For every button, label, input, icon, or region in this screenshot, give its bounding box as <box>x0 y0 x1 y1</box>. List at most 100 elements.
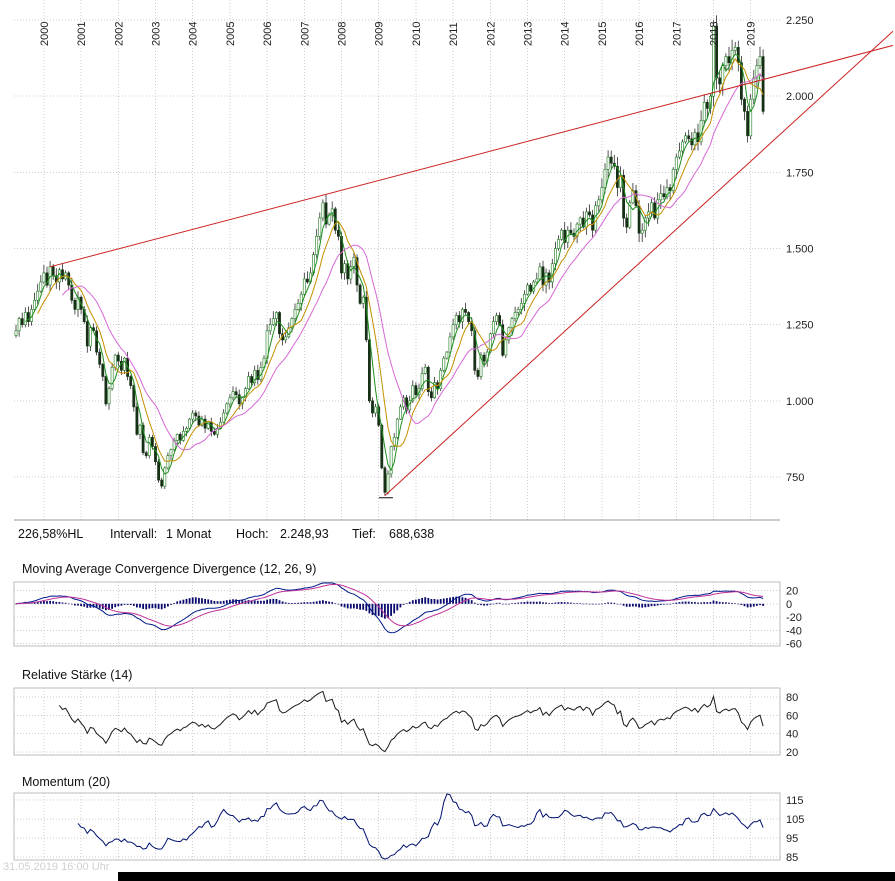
macd-histogram-bar <box>557 602 560 604</box>
candle <box>746 111 750 137</box>
candle <box>113 354 117 368</box>
trendlines[interactable] <box>49 30 894 496</box>
candle <box>247 376 250 389</box>
candle <box>237 394 241 405</box>
macd-histogram-bar <box>523 602 526 604</box>
rsi-panel[interactable]: 80 60 40 20 <box>13 687 798 759</box>
candle <box>578 217 582 225</box>
macd-histogram-bar <box>740 603 743 605</box>
macd-histogram-bar <box>470 600 473 604</box>
macd-histogram-bar <box>67 603 70 605</box>
candle <box>705 102 709 109</box>
macd-histogram-bar <box>222 600 225 604</box>
y-tick-label: 95 <box>786 833 798 845</box>
macd-histogram-bar <box>188 598 191 604</box>
trendline-2[interactable] <box>384 30 894 496</box>
macd-histogram-bar <box>551 603 554 604</box>
macd-histogram-bar <box>210 600 213 604</box>
macd-histogram-bar <box>700 602 702 604</box>
macd-histogram-bar <box>86 603 89 608</box>
candle <box>724 56 728 66</box>
macd-histogram-bar <box>194 597 197 604</box>
macd-histogram-bar <box>607 602 609 604</box>
y-tick-label: 1.000 <box>786 396 814 408</box>
candle <box>367 339 371 402</box>
candle <box>405 397 409 411</box>
macd-histogram-bar <box>36 601 39 604</box>
macd-histogram-bar <box>632 603 634 607</box>
macd-histogram-bar <box>616 603 619 605</box>
candle <box>674 156 678 170</box>
macd-histogram-bar <box>749 603 752 608</box>
candle <box>191 412 195 420</box>
macd-histogram-bar <box>486 603 489 606</box>
macd-title: Moving Average Convergence Divergence (1… <box>22 562 316 576</box>
candle <box>132 385 136 408</box>
macd-histogram-bar <box>266 599 268 604</box>
macd-histogram-bar <box>594 603 597 605</box>
macd-histogram-bar <box>303 602 306 604</box>
candle <box>420 373 424 389</box>
macd-histogram-bar <box>374 603 377 616</box>
macd-histogram-bar <box>433 599 436 604</box>
macd-histogram-bar <box>588 603 591 605</box>
macd-histogram-bar <box>514 603 516 604</box>
candle <box>330 208 334 216</box>
panel-border <box>13 687 781 756</box>
macd-histogram-bar <box>535 601 538 604</box>
macd-histogram-bar <box>455 596 458 604</box>
candle <box>160 479 164 487</box>
macd-histogram-bar <box>343 603 346 608</box>
candle <box>228 397 232 405</box>
macd-histogram-bar <box>529 601 532 604</box>
candle <box>476 370 480 377</box>
macd-histogram-bar <box>446 598 448 604</box>
candle <box>349 266 353 280</box>
macd-histogram-bar <box>225 600 228 604</box>
candle <box>116 354 120 362</box>
momentum-panel[interactable]: 115 105 95 85 <box>13 792 804 864</box>
macd-histogram-bar <box>83 603 86 607</box>
macd-histogram-bar <box>309 602 312 604</box>
macd-histogram-bar <box>418 598 420 604</box>
macd-histogram-bar <box>306 602 309 604</box>
candle <box>653 202 657 219</box>
macd-histogram-bar <box>712 600 715 604</box>
macd-histogram-bar <box>718 601 721 604</box>
candle <box>290 318 294 329</box>
candle <box>151 437 154 447</box>
macd-histogram-bar <box>585 603 588 605</box>
macd-histogram-bar <box>694 602 696 604</box>
macd-histogram-bar <box>362 603 365 610</box>
macd-histogram-bar <box>185 598 188 604</box>
rsi-line <box>59 690 764 753</box>
candle <box>429 391 433 399</box>
candle <box>690 138 694 146</box>
macd-histogram-bar <box>142 603 144 609</box>
candle <box>718 77 722 85</box>
macd-panel[interactable]: 200-20-40 -60 <box>13 581 802 651</box>
macd-histogram-bar <box>70 603 73 605</box>
trendline-1[interactable] <box>49 44 894 268</box>
candle <box>615 165 619 188</box>
ma-line-8 <box>37 57 764 462</box>
macd-histogram-bar <box>129 603 132 605</box>
candle <box>665 187 669 198</box>
macd-histogram-bar <box>756 603 758 606</box>
candle <box>299 293 303 304</box>
candle <box>188 418 192 429</box>
macd-histogram-bar <box>734 603 737 604</box>
macd-histogram-bar <box>98 603 101 609</box>
macd-histogram-bar <box>260 600 262 604</box>
candle <box>755 65 759 79</box>
candle <box>321 202 325 219</box>
y-tick-label: 2.000 <box>786 91 814 103</box>
macd-histogram-bar <box>207 599 210 604</box>
macd-histogram-bar <box>126 603 129 605</box>
macd-histogram-bar <box>179 600 182 604</box>
macd-histogram-bar <box>315 601 318 604</box>
candlestick-series[interactable] <box>14 15 765 499</box>
macd-histogram-bar <box>604 603 606 604</box>
macd-histogram-bar <box>219 601 222 604</box>
